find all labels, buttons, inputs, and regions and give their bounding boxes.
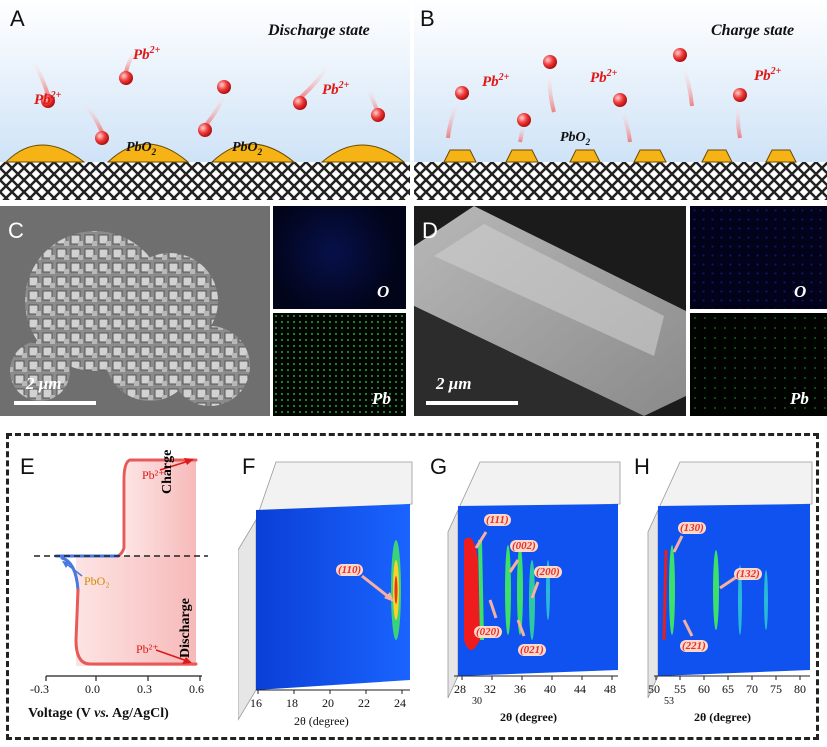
sem-image bbox=[414, 206, 686, 416]
peak-label: (130) bbox=[678, 522, 706, 534]
panel-label: G bbox=[430, 454, 448, 479]
panel-label: F bbox=[242, 454, 256, 479]
oxide-label: PbO2 bbox=[232, 140, 263, 157]
discharge-label: Discharge bbox=[178, 598, 193, 658]
charge-label: Charge bbox=[160, 449, 175, 494]
panel-d: D 2 μm O Pb bbox=[414, 206, 827, 416]
eds-label-pb: Pb bbox=[790, 389, 809, 408]
xrd-heatmap-f bbox=[238, 461, 413, 721]
x-tick: 16 bbox=[250, 696, 262, 710]
x-tick: 70 bbox=[746, 682, 758, 696]
x-tick: 40 bbox=[544, 682, 556, 696]
state-label: Charge state bbox=[711, 22, 795, 39]
xrd-heatmap-h bbox=[647, 461, 813, 699]
oxide-label: PbO2 bbox=[126, 140, 157, 157]
panel-g: G (111) (002) (200) (020) (021) 28 30 32… bbox=[428, 440, 626, 736]
peak-label: (110) bbox=[336, 564, 364, 576]
peak-label: (132) bbox=[734, 568, 762, 580]
x-axis-title: 2θ (degree) bbox=[694, 710, 752, 724]
panel-label: H bbox=[634, 454, 650, 479]
scale-bar bbox=[426, 401, 518, 405]
x-axis-title: Voltage (V vs. Ag/AgCl) bbox=[28, 706, 169, 721]
pb-ion-label: Pb2+ bbox=[34, 90, 62, 108]
x-tick: 20 bbox=[322, 696, 334, 710]
sem-image bbox=[0, 206, 270, 416]
pb-ion-label: Pb2+ bbox=[482, 72, 510, 90]
panel-label: C bbox=[8, 218, 24, 243]
dashed-frame bbox=[6, 433, 819, 740]
panel-label: B bbox=[420, 6, 435, 31]
panel-c: C 2 μm O Pb bbox=[0, 206, 406, 416]
x-tick: 32 bbox=[484, 682, 496, 696]
panel-label: A bbox=[10, 6, 25, 31]
panel-a: A Discharge state bbox=[0, 0, 410, 200]
eds-map-o bbox=[273, 206, 406, 309]
charge-illustration bbox=[414, 48, 827, 200]
x-tick: 55 bbox=[674, 682, 686, 696]
peak-label: (200) bbox=[534, 566, 562, 578]
scale-label: 2 μm bbox=[26, 374, 62, 393]
x-tick: 0.6 bbox=[189, 682, 204, 696]
x-tick: 28 bbox=[454, 682, 466, 696]
pb-ion-label: Pb2+ bbox=[133, 45, 161, 63]
electrode-mesh bbox=[0, 162, 410, 200]
peak-label: (021) bbox=[518, 644, 546, 656]
x-tick: 48 bbox=[604, 682, 616, 696]
scale-bar bbox=[14, 401, 96, 405]
scale-label: 2 μm bbox=[436, 374, 472, 393]
x-tick: 36 bbox=[514, 682, 526, 696]
x-tick: 30 bbox=[472, 696, 482, 707]
x-tick: 18 bbox=[286, 696, 298, 710]
pb-ion-label: Pb2+ bbox=[322, 80, 350, 98]
x-tick: 65 bbox=[722, 682, 734, 696]
panel-f: F (110) 16 18 20 22 24 2θ (degree) bbox=[238, 440, 418, 736]
x-tick: 0.3 bbox=[137, 682, 152, 696]
sem-particles bbox=[10, 231, 250, 406]
eds-label-pb: Pb bbox=[372, 389, 391, 408]
x-tick: 75 bbox=[770, 682, 782, 696]
x-tick: 0.0 bbox=[85, 682, 100, 696]
x-axis-title: 2θ (degree) bbox=[294, 714, 349, 728]
electrode-mesh bbox=[414, 162, 827, 200]
peak-label: (221) bbox=[680, 640, 708, 652]
x-tick: -0.3 bbox=[30, 682, 49, 696]
annotation-pbo2: PbO₂ bbox=[84, 574, 110, 588]
pb-ion-label: Pb2+ bbox=[590, 68, 618, 86]
x-axis-title: 2θ (degree) bbox=[500, 710, 558, 724]
eds-map-pb bbox=[273, 313, 406, 416]
eds-label-o: O bbox=[377, 282, 390, 301]
oxide-label: PbO2 bbox=[560, 130, 591, 147]
eds-label-o: O bbox=[794, 282, 807, 301]
x-tick: 80 bbox=[794, 682, 806, 696]
x-tick: 60 bbox=[698, 682, 710, 696]
panel-label: D bbox=[422, 218, 438, 243]
x-tick: 50 bbox=[648, 682, 660, 696]
peak-label: (020) bbox=[474, 626, 502, 638]
pb-ion-label: Pb2+ bbox=[754, 66, 782, 84]
discharge-illustration bbox=[0, 46, 410, 200]
panel-b: B Charge state Pb2+ Pb2+ Pb2+ PbO2 bbox=[414, 0, 827, 200]
eds-map-pb bbox=[690, 313, 827, 416]
panel-e: E Pb²⁺ PbO₂ Pb²⁺ Charge D bbox=[14, 440, 229, 740]
x-tick: 22 bbox=[358, 696, 370, 710]
state-label: Discharge state bbox=[268, 22, 370, 39]
x-tick: 24 bbox=[394, 696, 406, 710]
panel-label: E bbox=[20, 454, 35, 479]
peak-label: (111) bbox=[484, 514, 511, 526]
annotation-pb-bottom: Pb²⁺ bbox=[136, 642, 159, 656]
x-tick: 44 bbox=[574, 682, 586, 696]
sem-rod bbox=[414, 206, 686, 416]
electrolyte-gradient bbox=[414, 0, 827, 162]
peak-label: (002) bbox=[510, 540, 538, 552]
panel-h: H (130) (132) (221) 50 53 55 60 65 70 75… bbox=[630, 440, 816, 736]
eds-map-o bbox=[690, 206, 827, 309]
galvanostatic-plot bbox=[34, 458, 208, 681]
x-tick: 53 bbox=[664, 696, 674, 707]
annotation-pb-top: Pb²⁺ bbox=[142, 468, 165, 482]
